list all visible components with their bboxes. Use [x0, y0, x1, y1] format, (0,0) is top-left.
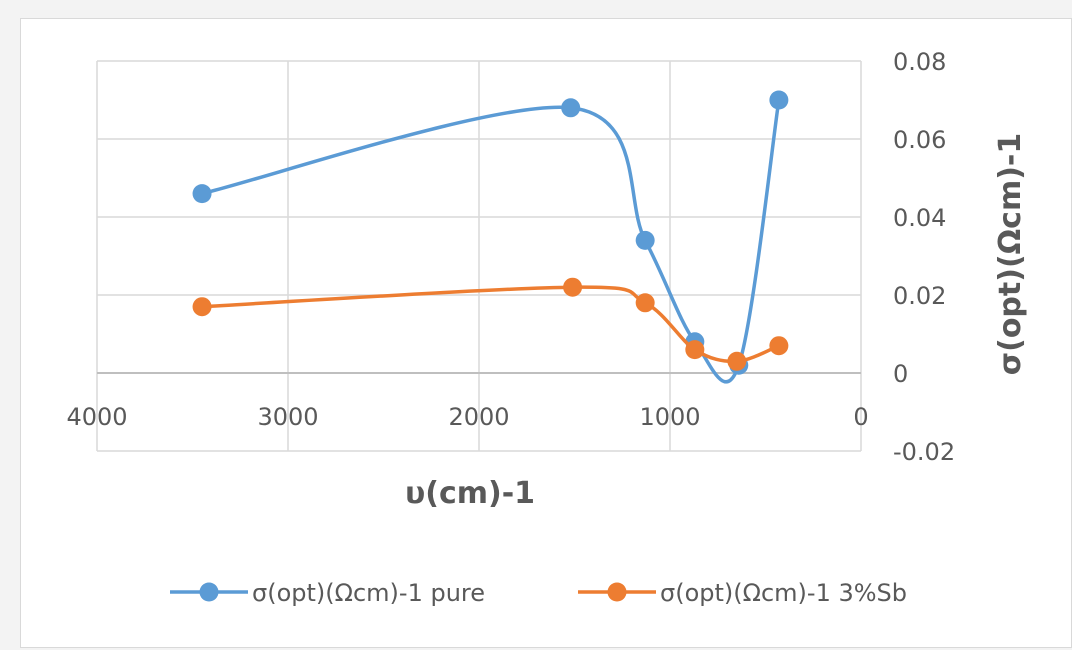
x-tick-labels: 4000 3000 2000 1000 0 [66, 403, 868, 431]
chart-frame [20, 18, 1072, 648]
series-1 [192, 90, 789, 384]
y-tick-label: 0 [893, 360, 908, 388]
series-layer [192, 90, 789, 384]
data-point [563, 277, 583, 297]
x-tick-label: 4000 [66, 403, 127, 431]
legend-swatch-marker [199, 582, 219, 602]
x-tick-label: 1000 [639, 403, 700, 431]
data-point [727, 351, 747, 371]
legend-swatch-marker [607, 582, 627, 602]
series-2 [192, 277, 789, 371]
legend-label: σ(opt)(Ωcm)-1 3%Sb [660, 579, 907, 607]
data-point [685, 340, 705, 360]
y-tick-label: 0.08 [893, 48, 946, 76]
x-tick-label: 0 [853, 403, 868, 431]
data-point [635, 230, 655, 250]
y-tick-label: -0.02 [893, 438, 955, 466]
y-axis-title: σ(opt)(Ωcm)-1 [993, 133, 1028, 376]
x-tick-label: 2000 [448, 403, 509, 431]
x-tick-label: 3000 [257, 403, 318, 431]
x-axis-title: υ(cm)-1 [405, 476, 535, 511]
gridlines [96, 60, 862, 452]
data-point [192, 297, 212, 317]
y-tick-label: 0.04 [893, 204, 946, 232]
y-tick-label: 0.06 [893, 126, 946, 154]
legend-item: σ(opt)(Ωcm)-1 pure [170, 579, 485, 607]
data-point [561, 98, 581, 118]
data-point [769, 336, 789, 356]
y-tick-label: 0.02 [893, 282, 946, 310]
legend: σ(opt)(Ωcm)-1 pure σ(opt)(Ωcm)-1 3%Sb [170, 579, 907, 607]
legend-item: σ(opt)(Ωcm)-1 3%Sb [578, 579, 907, 607]
y-tick-labels: 0.08 0.06 0.04 0.02 0 -0.02 [893, 48, 955, 466]
series-line [201, 99, 781, 384]
data-point [192, 184, 212, 204]
legend-label: σ(opt)(Ωcm)-1 pure [252, 579, 485, 607]
data-point [769, 90, 789, 110]
data-point [635, 293, 655, 313]
